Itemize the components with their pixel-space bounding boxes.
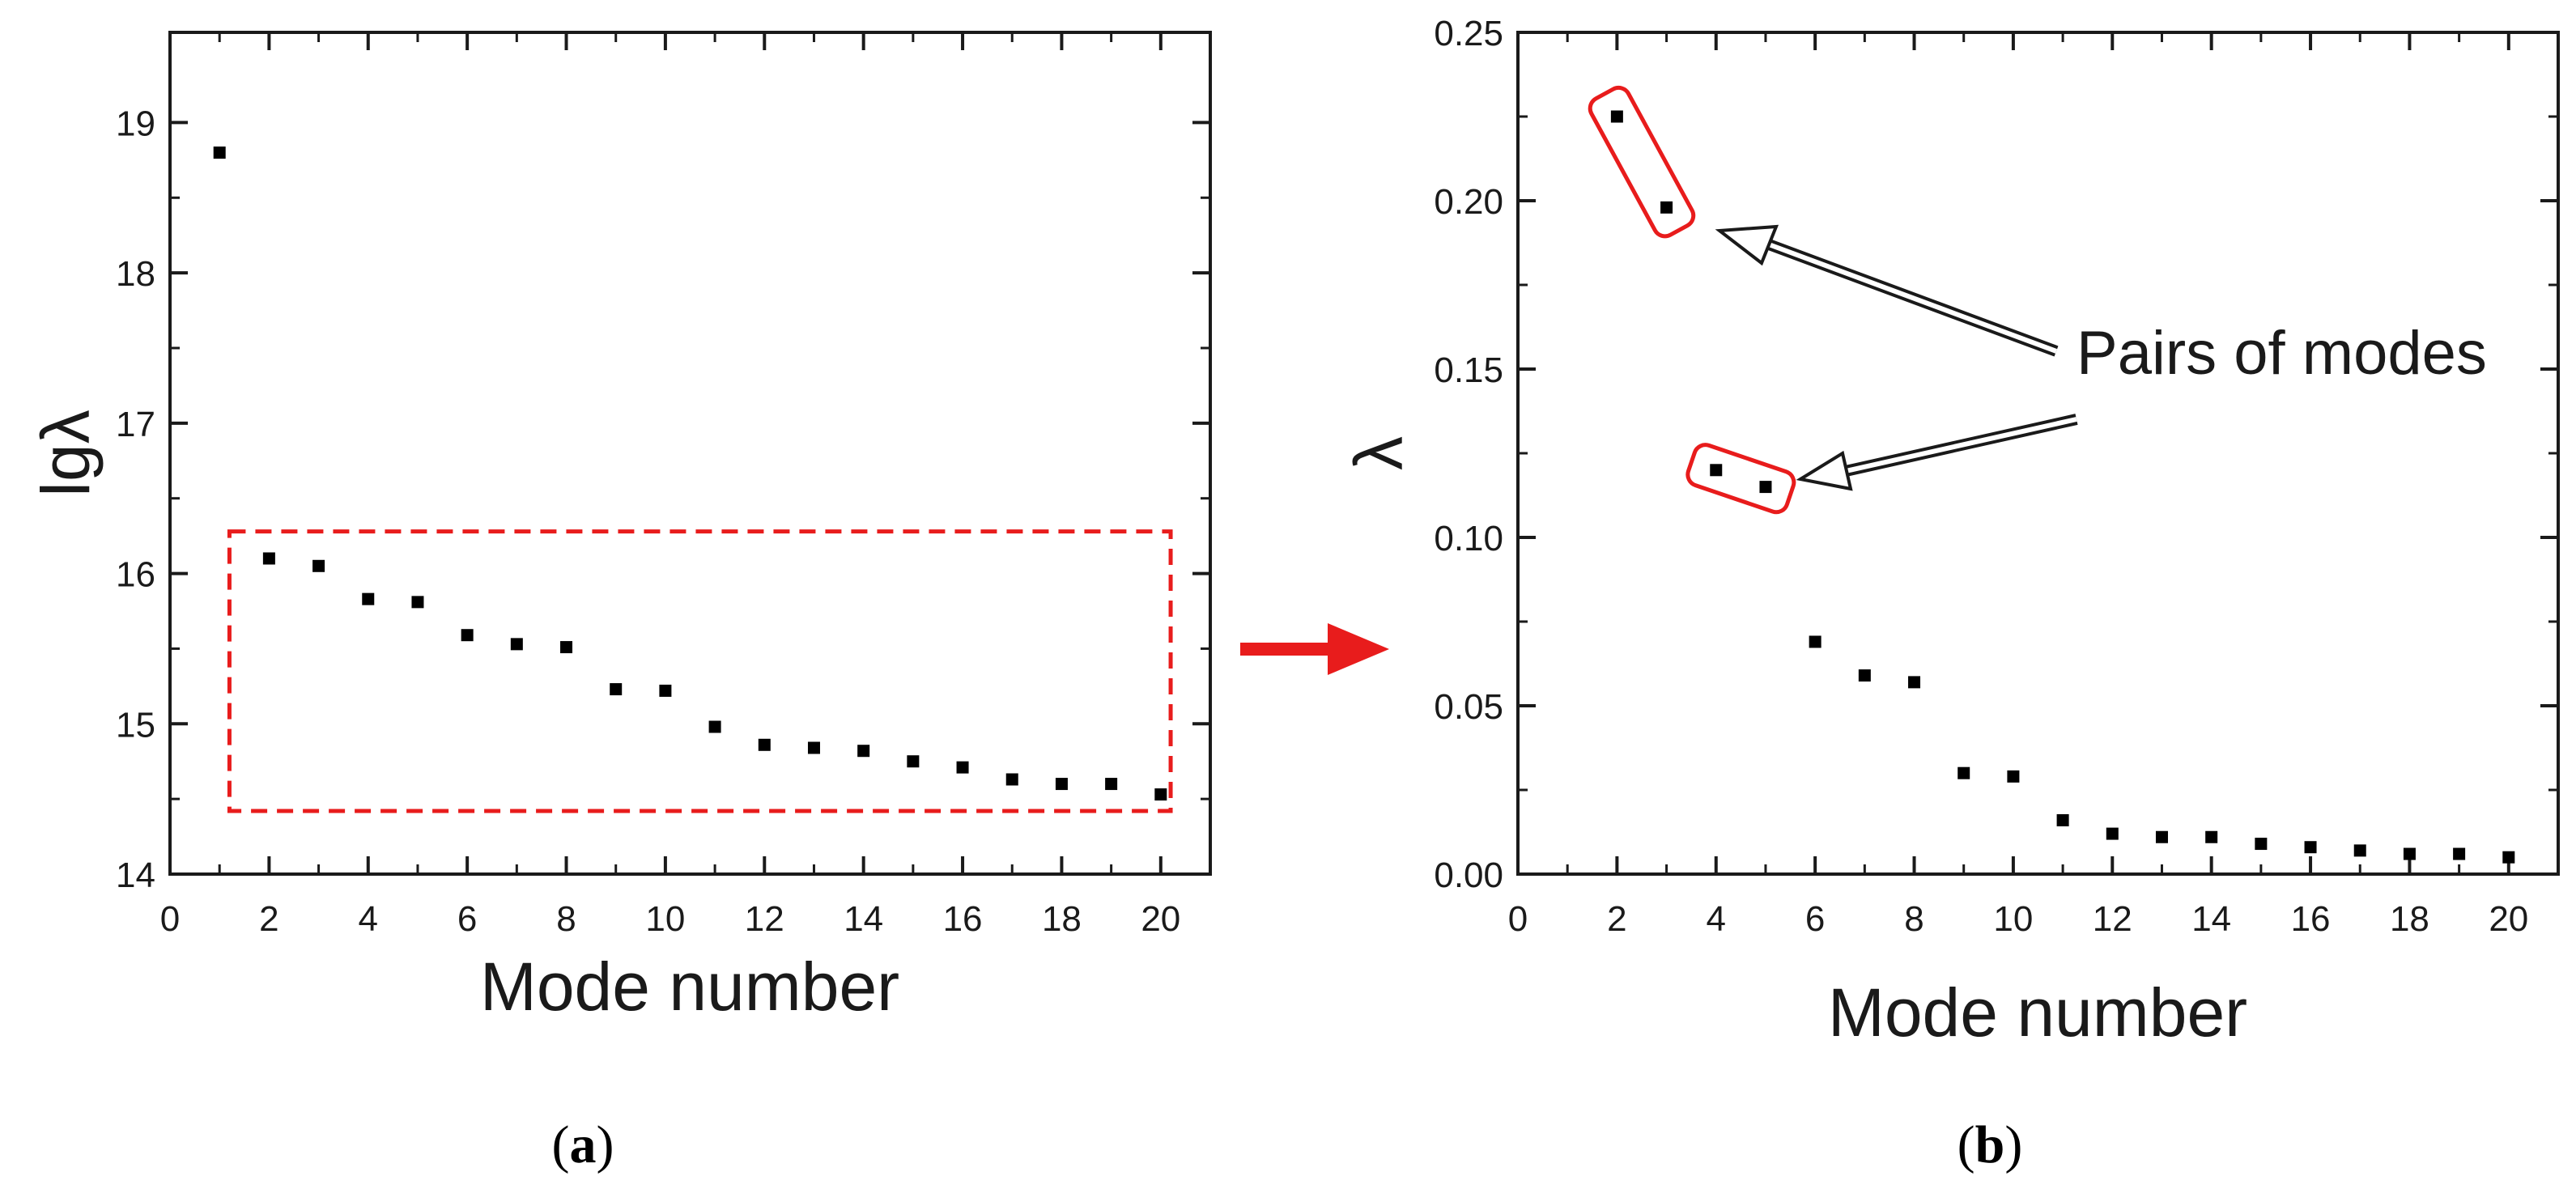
x-tick-label-a: 10 xyxy=(645,899,685,939)
y-tick-label-b: 0.20 xyxy=(1434,182,1503,222)
y-tick-label-b: 0.25 xyxy=(1434,14,1503,53)
data-point-a-mode-20 xyxy=(1154,788,1167,801)
panel-label-a: (a) xyxy=(552,1115,614,1174)
data-point-a-mode-2 xyxy=(262,552,275,565)
data-point-b-mode-16 xyxy=(2304,841,2317,854)
x-tick-label-b: 10 xyxy=(1993,899,2033,939)
data-point-a-mode-4 xyxy=(362,592,375,605)
data-point-a-mode-16 xyxy=(956,761,969,774)
data-point-b-mode-3 xyxy=(1660,201,1673,214)
y-tick-label-b: 0.00 xyxy=(1434,855,1503,895)
y-tick-label-a: 17 xyxy=(116,405,155,444)
y-tick-label-a: 19 xyxy=(116,104,155,143)
x-tick-label-a: 6 xyxy=(457,899,477,939)
x-tick-label-a: 4 xyxy=(359,899,378,939)
panel-label-b: (b) xyxy=(1958,1115,2023,1174)
data-point-b-mode-11 xyxy=(2056,813,2069,826)
data-point-a-mode-3 xyxy=(312,559,325,572)
x-tick-label-b: 12 xyxy=(2093,899,2132,939)
x-tick-label-a: 8 xyxy=(556,899,576,939)
y-tick-label-b: 0.15 xyxy=(1434,350,1503,390)
x-tick-label-b: 14 xyxy=(2191,899,2231,939)
data-point-b-mode-12 xyxy=(2106,827,2119,840)
y-tick-label-a: 14 xyxy=(116,855,155,895)
data-point-b-mode-5 xyxy=(1759,481,1772,494)
data-point-a-mode-17 xyxy=(1005,773,1018,786)
chart-panel-a: 0 2 4 6 8 10 12 14 16 18 20 14 15 16 17 18 19 Mode numbe… xyxy=(28,31,1212,1174)
data-point-b-mode-17 xyxy=(2353,844,2366,857)
data-point-b-mode-4 xyxy=(1710,464,1723,477)
series-points-b xyxy=(1610,110,2515,864)
data-point-b-mode-6 xyxy=(1809,635,1821,648)
x-tick-label-b: 0 xyxy=(1508,899,1528,939)
x-axis-title-a: Mode number xyxy=(480,949,899,1025)
pair-highlight-boxes xyxy=(1588,85,1796,515)
data-point-a-mode-5 xyxy=(411,596,424,609)
x-tick-label-b: 2 xyxy=(1607,899,1626,939)
data-point-b-mode-2 xyxy=(1610,110,1623,123)
data-point-a-mode-9 xyxy=(610,683,623,696)
data-point-b-mode-8 xyxy=(1908,676,1921,689)
plot-frame-b xyxy=(1516,31,2560,876)
pair-box-2 xyxy=(1685,443,1796,515)
plot-frame-a xyxy=(168,31,1212,876)
data-point-a-mode-15 xyxy=(907,755,920,768)
y-tick-label-b: 0.10 xyxy=(1434,519,1503,558)
pair-box-1 xyxy=(1588,85,1696,239)
ticks-b xyxy=(1516,31,2558,876)
x-tick-label-b: 6 xyxy=(1805,899,1825,939)
data-point-a-mode-12 xyxy=(758,738,771,751)
data-point-b-mode-15 xyxy=(2255,838,2268,851)
tick-labels-a: 0 2 4 6 8 10 12 14 16 18 20 14 15 16 17 18 19 xyxy=(116,104,1180,939)
x-tick-label-a: 2 xyxy=(259,899,278,939)
arrow-to-pair-1 xyxy=(1715,224,2059,357)
x-tick-label-a: 0 xyxy=(160,899,180,939)
annotation-pairs-of-modes: Pairs of modes xyxy=(2077,319,2487,388)
tick-labels-b: 0 2 4 6 8 10 12 14 16 18 20 0.00 0.05 0.10 0.15 0.20 0.2… xyxy=(1434,14,2528,939)
arrow-to-pair-2 xyxy=(1796,414,2078,491)
x-tick-label-a: 12 xyxy=(745,899,784,939)
data-point-a-mode-1 xyxy=(213,146,226,159)
data-point-b-mode-9 xyxy=(1958,766,1970,779)
x-tick-label-a: 14 xyxy=(844,899,883,939)
annotation-arrows xyxy=(1715,224,2078,491)
data-point-a-mode-19 xyxy=(1105,778,1118,791)
y-axis-title-b: λ xyxy=(1341,436,1417,470)
data-point-a-mode-6 xyxy=(461,629,474,642)
y-axis-title-a: lgλ xyxy=(28,410,104,496)
chart-panel-b: 0 2 4 6 8 10 12 14 16 18 20 0.00 0.05 0.10 0.15 0.20 0.2… xyxy=(1341,14,2560,1174)
x-tick-label-b: 20 xyxy=(2489,899,2528,939)
y-tick-label-b: 0.05 xyxy=(1434,687,1503,727)
data-point-b-mode-14 xyxy=(2205,830,2218,843)
data-point-b-mode-13 xyxy=(2155,830,2168,843)
x-tick-label-a: 20 xyxy=(1141,899,1180,939)
data-point-a-mode-7 xyxy=(510,638,523,651)
x-tick-label-b: 16 xyxy=(2291,899,2331,939)
x-tick-label-b: 8 xyxy=(1904,899,1923,939)
data-point-b-mode-20 xyxy=(2502,851,2515,864)
data-point-b-mode-18 xyxy=(2403,847,2416,860)
x-tick-label-a: 16 xyxy=(943,899,983,939)
x-tick-label-b: 18 xyxy=(2390,899,2429,939)
data-point-a-mode-18 xyxy=(1055,778,1068,791)
y-tick-label-a: 16 xyxy=(116,555,155,595)
series-points-a xyxy=(213,146,1167,801)
highlight-dashed-box xyxy=(227,529,1173,813)
data-point-b-mode-7 xyxy=(1858,669,1871,682)
data-point-b-mode-10 xyxy=(2007,770,2020,783)
data-point-a-mode-13 xyxy=(807,741,820,754)
data-point-a-mode-8 xyxy=(560,641,573,654)
data-point-b-mode-19 xyxy=(2453,847,2466,860)
transition-arrow xyxy=(1240,623,1389,675)
y-tick-label-a: 15 xyxy=(116,705,155,745)
x-tick-label-b: 4 xyxy=(1707,899,1726,939)
y-tick-label-a: 18 xyxy=(116,254,155,294)
x-axis-title-b: Mode number xyxy=(1828,974,2247,1051)
x-tick-label-a: 18 xyxy=(1042,899,1082,939)
data-point-a-mode-11 xyxy=(708,720,721,733)
data-point-a-mode-14 xyxy=(857,745,870,758)
ticks-a xyxy=(168,32,1210,876)
data-point-a-mode-10 xyxy=(659,684,672,697)
